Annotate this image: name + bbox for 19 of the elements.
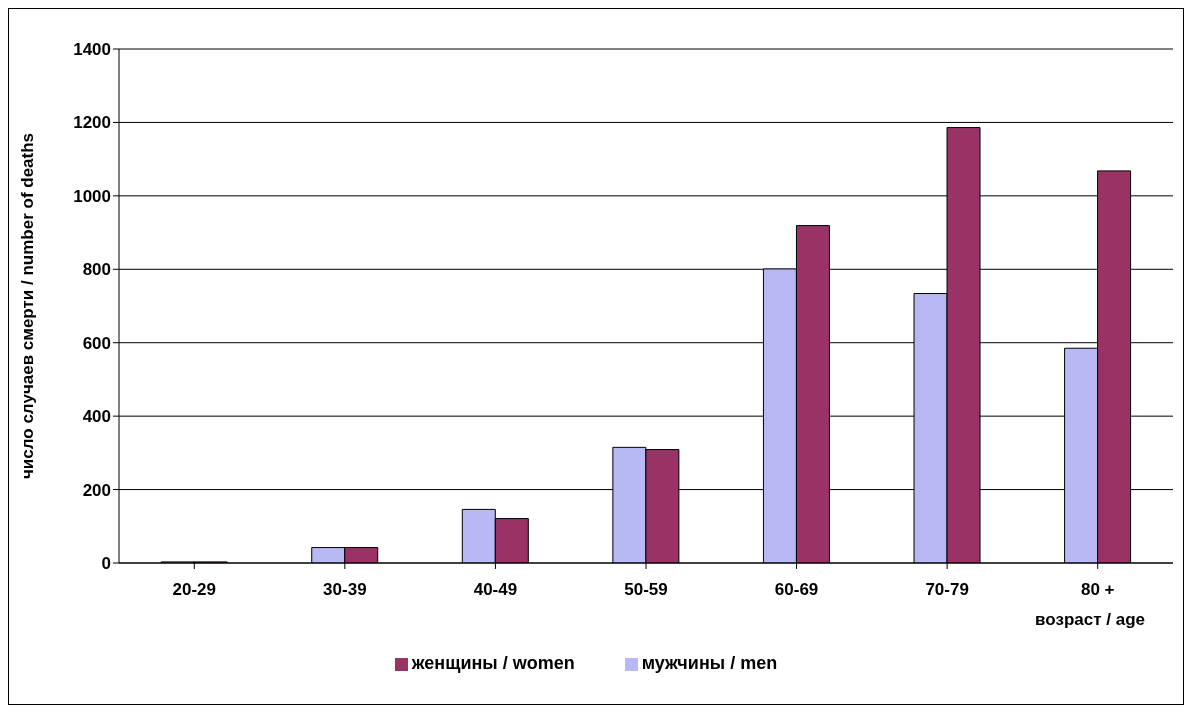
y-tick-label: 1000 [73, 186, 111, 206]
y-tick-label: 1400 [73, 40, 111, 60]
x-axis-title: возраст / age [1035, 610, 1145, 629]
y-tick-label: 800 [82, 260, 111, 280]
y-tick-label: 400 [82, 407, 111, 427]
y-tick-label: 600 [82, 333, 111, 353]
legend-label: женщины / women [411, 653, 575, 673]
x-tick-label: 20-29 [172, 580, 217, 600]
x-tick-label: 70-79 [925, 580, 969, 600]
y-tick-label: 200 [82, 480, 111, 500]
x-tick-label: 60-69 [774, 580, 819, 600]
x-tick-label: 50-59 [624, 580, 668, 600]
legend-label: мужчины / men [641, 653, 778, 673]
x-tick-label: 80 + [1080, 580, 1115, 600]
y-tick-label: 1200 [73, 113, 111, 133]
y-axis-title: число случаев смерти / number of deaths [18, 132, 38, 480]
x-tick-label: 40-49 [473, 580, 518, 600]
y-tick-label: 0 [101, 554, 111, 574]
x-tick-label: 30-39 [323, 580, 367, 600]
